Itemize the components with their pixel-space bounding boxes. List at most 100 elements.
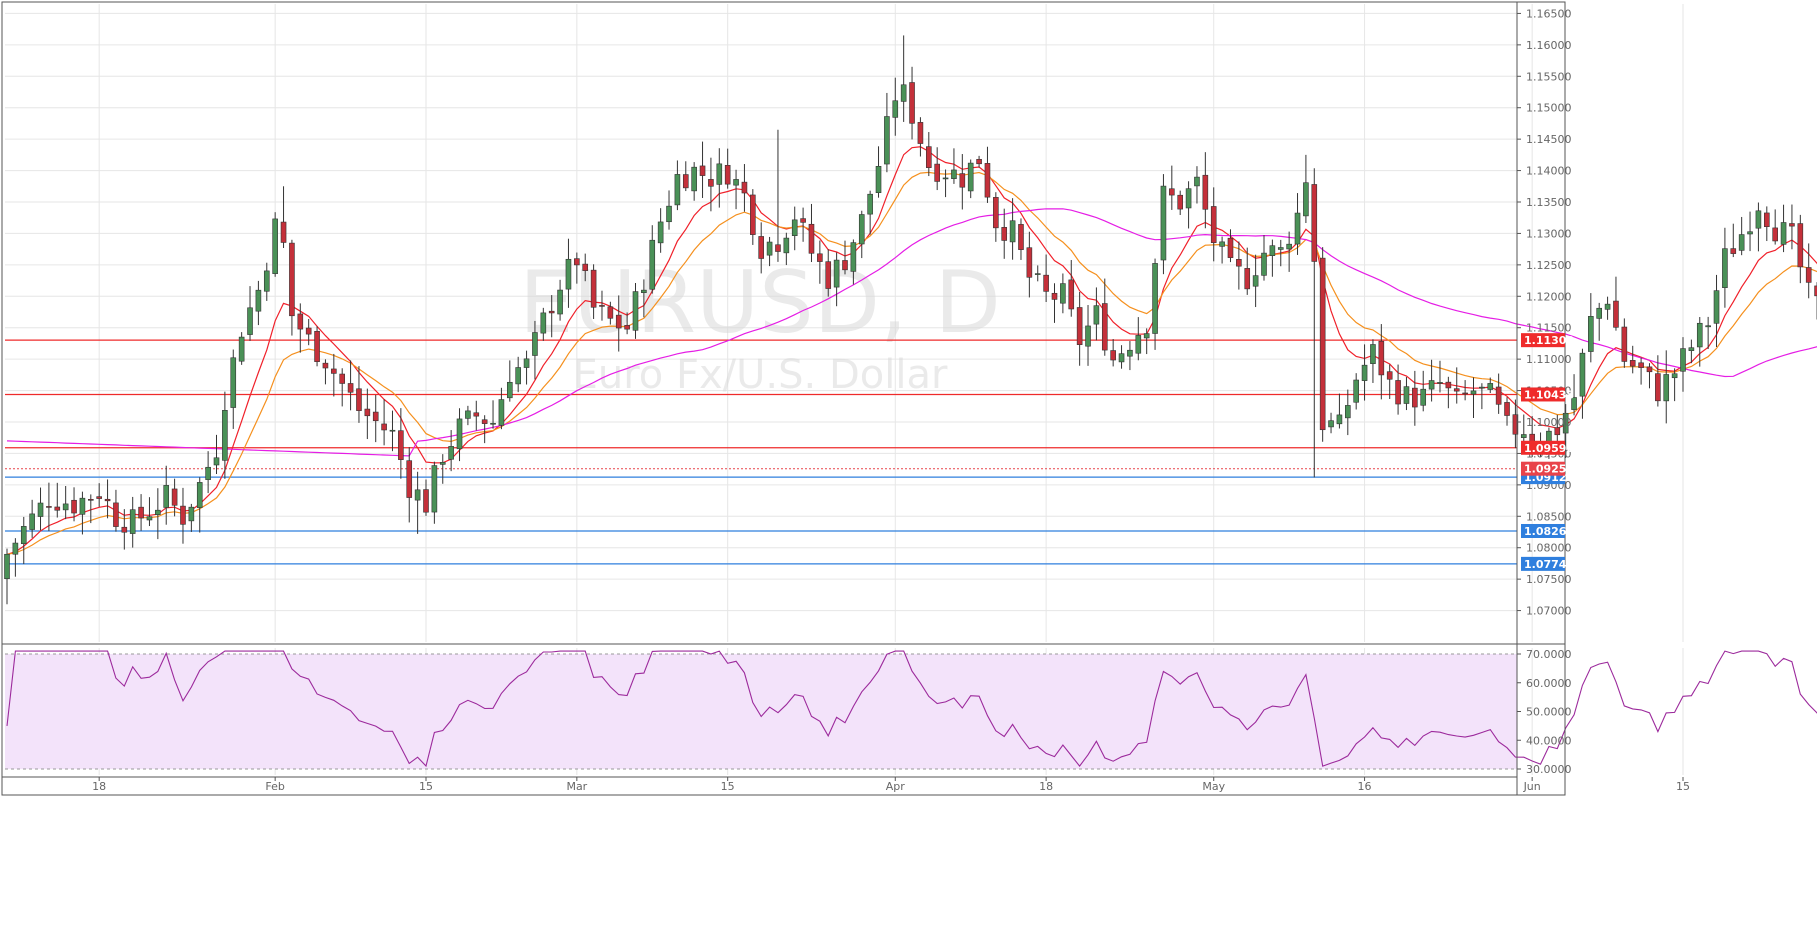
candle[interactable] [750, 189, 755, 245]
candle[interactable] [1203, 152, 1208, 228]
candle[interactable] [147, 497, 152, 526]
candle[interactable] [1412, 371, 1417, 426]
candle[interactable] [700, 142, 705, 198]
candle[interactable] [1647, 363, 1652, 388]
candle[interactable] [1161, 174, 1166, 274]
candle[interactable] [792, 207, 797, 251]
candle[interactable] [80, 492, 85, 535]
candle[interactable] [340, 368, 345, 406]
candle[interactable] [323, 359, 328, 384]
candle[interactable] [1329, 413, 1334, 433]
candle[interactable] [1421, 371, 1426, 411]
candle[interactable] [264, 263, 269, 301]
candle[interactable] [432, 462, 437, 524]
candle[interactable] [935, 147, 940, 190]
candle[interactable] [993, 192, 998, 242]
candle[interactable] [38, 488, 43, 531]
candle[interactable] [1664, 350, 1669, 423]
candle[interactable] [1588, 293, 1593, 362]
candle[interactable] [1320, 247, 1325, 442]
candle[interactable] [1639, 358, 1644, 385]
candle[interactable] [1094, 287, 1099, 340]
candle[interactable] [231, 350, 236, 429]
candle[interactable] [63, 486, 68, 519]
candle[interactable] [1404, 377, 1409, 410]
candle[interactable] [1773, 209, 1778, 244]
candle[interactable] [1253, 255, 1258, 307]
candle[interactable] [1756, 203, 1761, 252]
candle[interactable] [21, 517, 26, 564]
candle[interactable] [1496, 374, 1501, 414]
candle[interactable] [1437, 361, 1442, 393]
candle[interactable] [1362, 344, 1367, 400]
candle[interactable] [1178, 191, 1183, 215]
candle[interactable] [884, 93, 889, 172]
candle[interactable] [46, 483, 51, 531]
candle[interactable] [1597, 303, 1602, 341]
candle[interactable] [1136, 317, 1141, 360]
candle[interactable] [189, 504, 194, 532]
candle[interactable] [1002, 209, 1007, 259]
candle[interactable] [876, 146, 881, 197]
candle[interactable] [113, 490, 118, 532]
candle[interactable] [239, 332, 244, 365]
candle[interactable] [1035, 265, 1040, 281]
candle[interactable] [1479, 383, 1484, 409]
candle[interactable] [859, 211, 864, 258]
candle[interactable] [1211, 187, 1216, 261]
candle[interactable] [1228, 229, 1233, 262]
candle[interactable] [1798, 215, 1803, 283]
candle[interactable] [139, 494, 144, 531]
candle[interactable] [1789, 205, 1794, 250]
candle[interactable] [1018, 218, 1023, 260]
candle[interactable] [1697, 317, 1702, 367]
candle[interactable] [407, 447, 412, 522]
candle[interactable] [1052, 283, 1057, 323]
candle[interactable] [398, 408, 403, 479]
candle[interactable] [1722, 228, 1727, 308]
candle[interactable] [180, 488, 185, 544]
candle[interactable] [1681, 337, 1686, 392]
candle[interactable] [172, 479, 177, 517]
candle[interactable] [977, 156, 982, 168]
candle[interactable] [1077, 292, 1082, 366]
candle[interactable] [1337, 394, 1342, 429]
candle[interactable] [1748, 212, 1753, 251]
candle[interactable] [1262, 235, 1267, 281]
candle[interactable] [633, 283, 638, 339]
candle[interactable] [130, 497, 135, 548]
candle[interactable] [1153, 259, 1158, 350]
candle[interactable] [306, 319, 311, 345]
candle[interactable] [868, 191, 873, 235]
candle[interactable] [415, 472, 420, 534]
candle[interactable] [256, 281, 261, 325]
candle[interactable] [809, 204, 814, 262]
candle[interactable] [1731, 224, 1736, 257]
candle[interactable] [1144, 328, 1149, 354]
candle[interactable] [1194, 166, 1199, 203]
candle[interactable] [901, 35, 906, 121]
candle[interactable] [1739, 217, 1744, 255]
candle[interactable] [893, 78, 898, 136]
candle[interactable] [918, 117, 923, 156]
candle[interactable] [1370, 339, 1375, 383]
candle[interactable] [1060, 273, 1065, 313]
candle[interactable] [650, 225, 655, 293]
candle[interactable] [97, 483, 102, 507]
candle[interactable] [951, 148, 956, 184]
candle[interactable] [1270, 240, 1275, 277]
candle[interactable] [1119, 345, 1124, 369]
candle[interactable] [926, 132, 931, 176]
candle[interactable] [1622, 318, 1627, 367]
candle[interactable] [1069, 260, 1074, 317]
candle[interactable] [281, 186, 286, 248]
candle[interactable] [667, 190, 672, 229]
candle[interactable] [658, 208, 663, 253]
candle[interactable] [348, 360, 353, 410]
candle[interactable] [1613, 277, 1618, 331]
candle[interactable] [507, 360, 512, 401]
candle[interactable] [373, 395, 378, 442]
candle[interactable] [675, 160, 680, 210]
candle[interactable] [13, 538, 18, 577]
candle[interactable] [1186, 181, 1191, 228]
